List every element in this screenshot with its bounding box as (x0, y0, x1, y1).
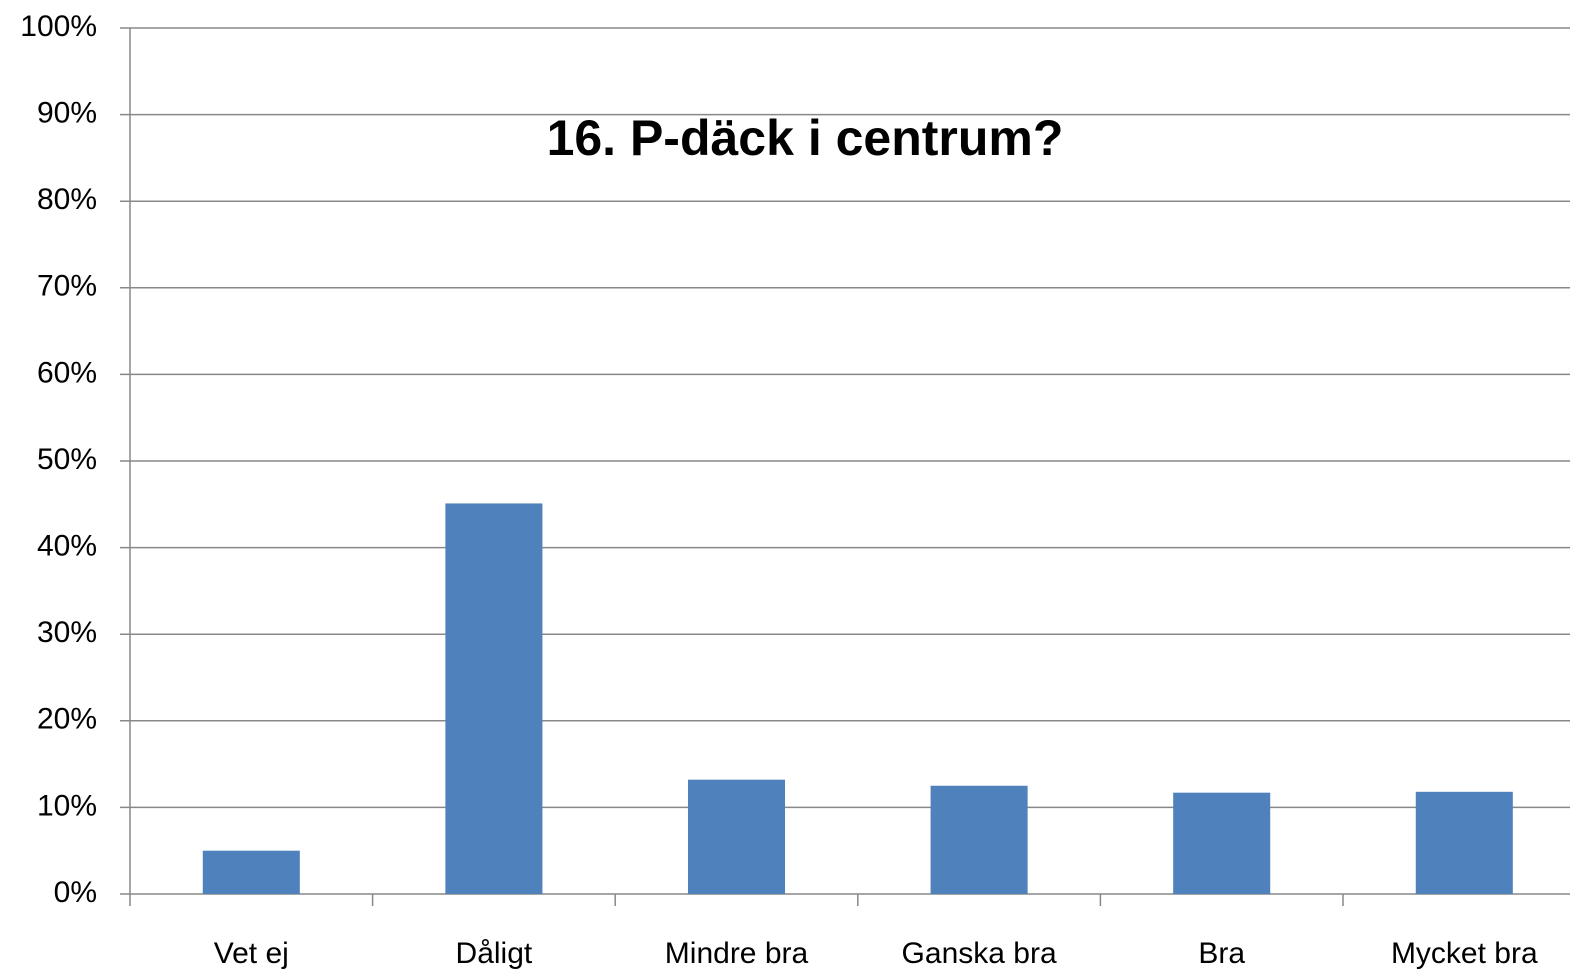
x-tick-label: Bra (1198, 937, 1245, 970)
y-tick-label: 90% (37, 97, 97, 130)
x-tick-label: Mindre bra (665, 937, 809, 970)
y-tick-label: 100% (20, 10, 97, 43)
y-tick-label: 60% (37, 356, 97, 389)
y-tick-label: 30% (37, 616, 97, 649)
x-tick-label: Dåligt (456, 937, 533, 970)
y-tick-label: 40% (37, 530, 97, 563)
chart-title: 16. P-däck i centrum? (547, 110, 1064, 166)
x-tick-label: Vet ej (214, 937, 289, 970)
x-tick-label: Ganska bra (902, 937, 1057, 970)
y-tick-label: 20% (37, 703, 97, 736)
y-tick-label: 50% (37, 443, 97, 476)
y-tick-label: 10% (37, 789, 97, 822)
bar (1415, 791, 1513, 894)
bar (1173, 792, 1271, 894)
bar (930, 785, 1028, 894)
bar (687, 779, 786, 894)
y-tick-label: 80% (37, 183, 97, 216)
bar (202, 850, 300, 894)
y-tick-label: 70% (37, 270, 97, 303)
x-tick-label: Mycket bra (1391, 937, 1538, 970)
y-tick-label: 0% (54, 876, 97, 909)
bar (445, 503, 543, 894)
